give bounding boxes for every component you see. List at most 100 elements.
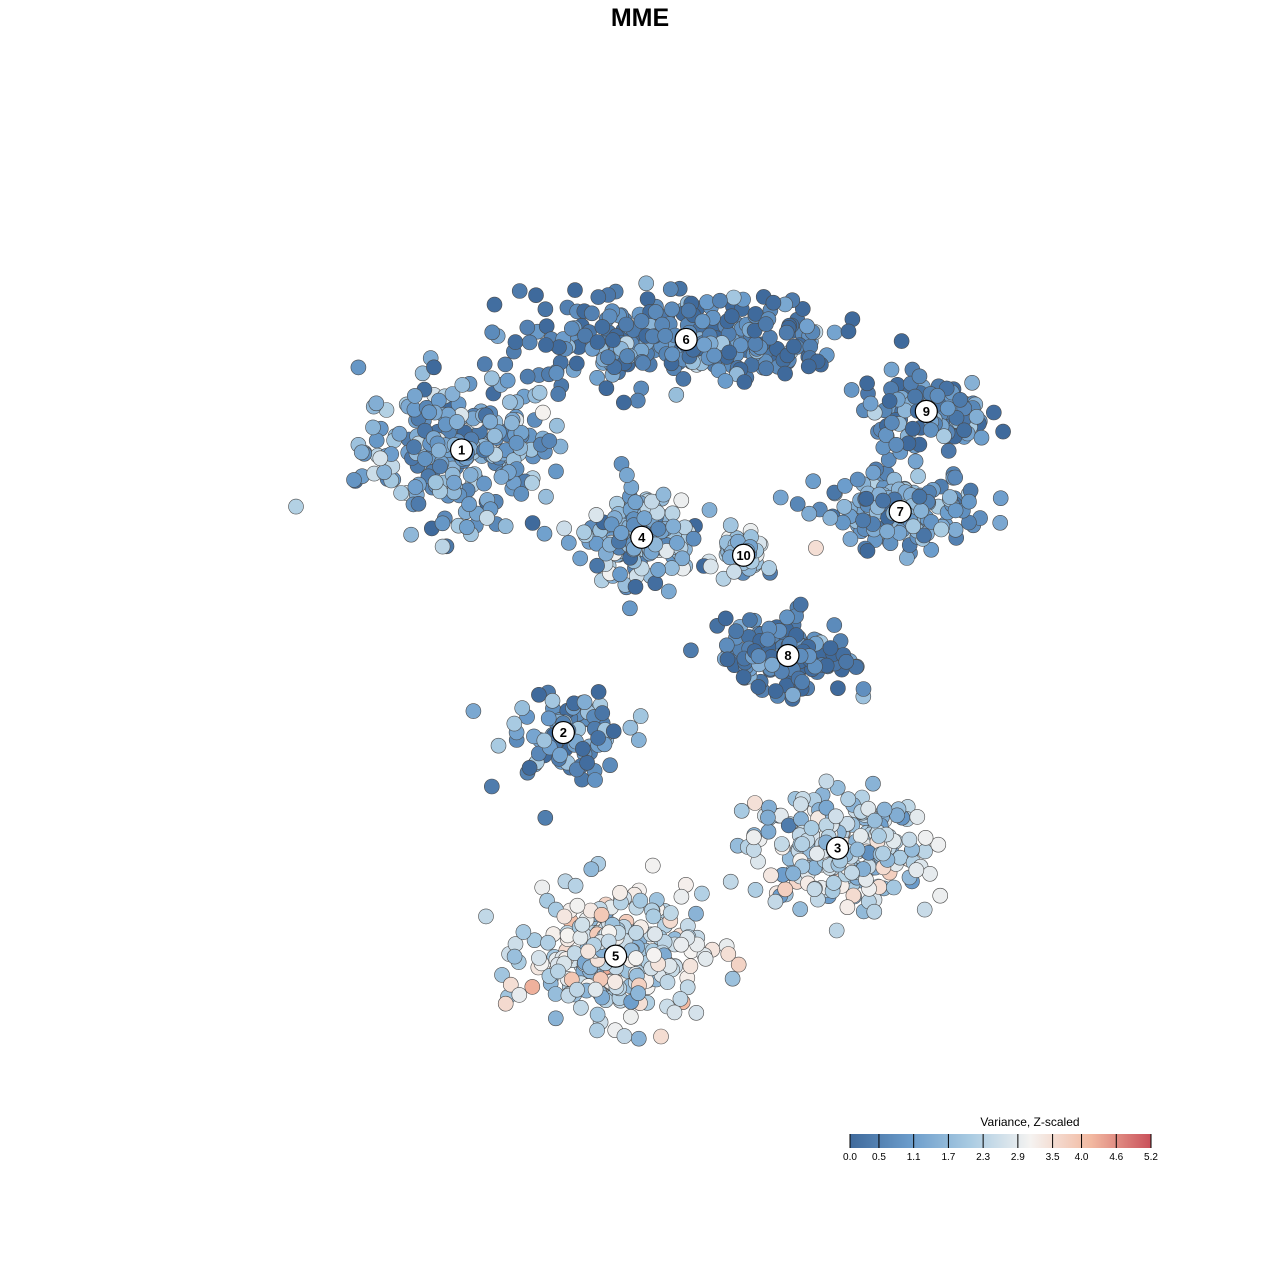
cell-point <box>777 365 793 382</box>
cell-point <box>803 820 820 836</box>
legend-tick-label: 4.6 <box>1109 1152 1123 1163</box>
cell-point <box>852 828 869 844</box>
cell-point <box>947 469 964 486</box>
cell-point <box>728 623 744 640</box>
cell-point <box>483 778 500 795</box>
cell-point <box>664 505 681 522</box>
cell-point <box>653 1028 669 1045</box>
cell-point <box>393 485 409 501</box>
cell-point <box>647 575 664 592</box>
cell-point <box>572 550 589 567</box>
cluster-label-text: 4 <box>638 530 646 545</box>
cell-point <box>952 391 969 408</box>
cluster-label-text: 1 <box>458 442 465 457</box>
cell-point <box>589 1022 605 1039</box>
cell-point <box>702 558 719 575</box>
cell-point <box>742 612 758 628</box>
cell-point <box>673 888 690 905</box>
cell-point <box>679 979 696 996</box>
cell-point <box>594 319 611 335</box>
cell-point <box>718 637 735 654</box>
cell-point <box>839 899 856 916</box>
cell-point <box>858 490 875 507</box>
cell-point <box>720 946 737 962</box>
cell-point <box>507 334 524 350</box>
cell-point <box>508 435 525 451</box>
cell-point <box>619 467 635 483</box>
cell-point <box>552 747 568 763</box>
cell-point <box>717 610 734 627</box>
cell-point <box>534 879 551 896</box>
cell-point <box>696 336 713 353</box>
cell-point <box>917 829 934 846</box>
cell-point <box>806 881 823 898</box>
cell-point <box>830 680 846 697</box>
cell-point <box>590 684 607 700</box>
cell-point <box>643 493 660 510</box>
cell-point <box>792 901 809 918</box>
cell-point <box>598 380 615 397</box>
cell-point <box>801 505 818 522</box>
cell-point <box>646 947 662 963</box>
legend-ticks: 0.0 0.5 1.1 1.7 2.3 2.9 3.5 4.0 4.6 5.2 <box>843 1134 1158 1163</box>
cell-point <box>722 517 739 534</box>
cell-point <box>956 422 973 439</box>
cell-point <box>650 521 667 537</box>
cell-point <box>589 557 605 574</box>
cell-point <box>590 730 606 746</box>
cell-point <box>909 809 926 825</box>
cell-point <box>865 464 882 481</box>
legend-tick-label: 1.1 <box>907 1152 921 1163</box>
cell-point <box>724 970 741 987</box>
cell-point <box>645 908 662 925</box>
cluster-label-badge <box>551 720 575 745</box>
cell-point <box>750 648 767 665</box>
cluster-label-3: 3 <box>825 836 850 860</box>
cell-point <box>531 950 547 966</box>
cell-point <box>531 384 548 401</box>
cell-point <box>353 444 370 461</box>
cell-point <box>486 296 503 313</box>
cell-point <box>809 845 825 862</box>
cell-point <box>368 432 385 449</box>
cluster-label-text: 3 <box>834 841 841 856</box>
cell-point <box>694 885 710 902</box>
cell-point <box>885 879 902 896</box>
cell-point <box>434 538 451 555</box>
cell-point <box>805 473 822 490</box>
cell-point <box>888 436 905 453</box>
cell-point <box>567 877 584 894</box>
cluster-label-text: 2 <box>560 725 567 740</box>
cell-point <box>577 327 593 344</box>
cell-point <box>587 981 604 998</box>
cell-point <box>372 450 389 467</box>
cell-point <box>519 368 536 385</box>
cell-point <box>647 926 663 943</box>
cell-point <box>630 985 647 1002</box>
cell-point <box>628 950 644 967</box>
cell-point <box>747 881 764 898</box>
cell-point <box>682 958 699 974</box>
cell-point <box>616 1028 633 1044</box>
cell-point <box>514 700 531 716</box>
cell-point <box>664 346 681 363</box>
cell-point <box>764 656 781 673</box>
cell-point <box>923 541 940 558</box>
cluster-label-text: 9 <box>923 404 930 419</box>
cell-point <box>992 490 1009 507</box>
cell-point <box>859 543 876 559</box>
cell-point <box>973 429 990 446</box>
cell-point <box>521 759 538 776</box>
cell-point <box>736 374 753 390</box>
legend-tick-label: 3.5 <box>1046 1152 1060 1163</box>
cell-point <box>497 518 514 535</box>
cell-point <box>910 468 926 485</box>
cell-point <box>613 525 630 541</box>
cell-point <box>964 374 980 391</box>
cell-point <box>859 375 875 392</box>
legend-tick-label: 5.2 <box>1144 1152 1158 1163</box>
cell-point <box>511 987 528 1003</box>
cell-point <box>908 862 925 878</box>
cell-point <box>662 281 679 298</box>
